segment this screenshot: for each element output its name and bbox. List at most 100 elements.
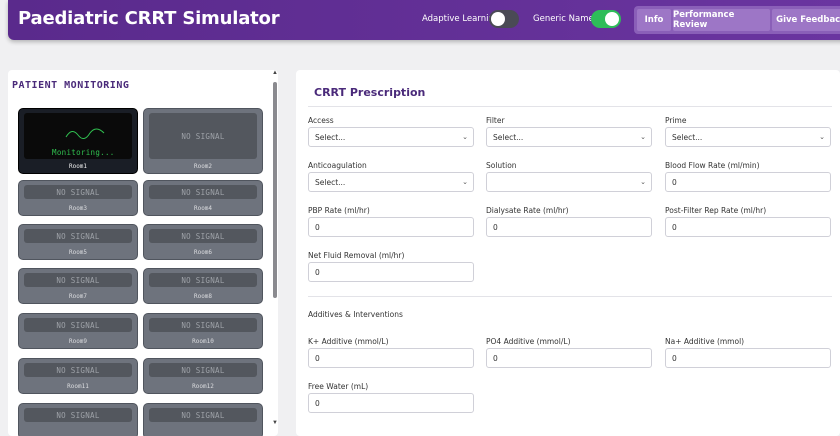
net-fluid-removal-label: Net Fluid Removal (ml/hr)	[308, 251, 405, 260]
po4-additive-input[interactable]: 0	[486, 348, 652, 368]
room-monitor-status: Monitoring...	[52, 148, 115, 157]
room-label: Room12	[192, 383, 214, 390]
room-card-8[interactable]: NO SIGNAL Room8	[143, 268, 263, 304]
na-additive-input[interactable]: 0	[665, 348, 831, 368]
room-monitor-screen: NO SIGNAL	[24, 408, 132, 422]
room-monitor-screen: NO SIGNAL	[149, 318, 257, 332]
chevron-down-icon: ⌄	[640, 133, 646, 141]
room-label: Room11	[67, 383, 89, 390]
patient-monitoring-panel: PATIENT MONITORING Monitoring... Room1 N…	[8, 70, 278, 436]
room-monitor-screen: NO SIGNAL	[149, 363, 257, 377]
room-card-7[interactable]: NO SIGNAL Room7	[18, 268, 138, 304]
generic-names-toggle[interactable]	[591, 10, 621, 28]
filter-value: Select...	[493, 132, 524, 142]
room-monitor-screen: NO SIGNAL	[24, 185, 132, 199]
room-label: Room1	[68, 163, 88, 170]
solution-label: Solution	[486, 161, 517, 170]
k-additive-input[interactable]: 0	[308, 348, 474, 368]
toggle-knob	[605, 12, 619, 26]
give-feedback-button[interactable]: Give Feedback	[772, 9, 840, 31]
app-header: Paediatric CRRT Simulator Adaptive Learn…	[8, 0, 840, 40]
access-select[interactable]: Select... ⌄	[308, 127, 474, 147]
free-water-label: Free Water (mL)	[308, 382, 369, 391]
room-card-6[interactable]: NO SIGNAL Room6	[143, 224, 263, 260]
room-card-1[interactable]: Monitoring... Room1	[18, 108, 138, 174]
pbp-rate-label: PBP Rate (ml/hr)	[308, 206, 370, 215]
scroll-down-icon[interactable]: ▼	[272, 420, 278, 426]
room-monitor-screen: NO SIGNAL	[149, 229, 257, 243]
anticoagulation-select[interactable]: Select... ⌄	[308, 172, 474, 192]
crrt-prescription-title: CRRT Prescription	[314, 86, 426, 99]
room-card-11[interactable]: NO SIGNAL Room11	[18, 358, 138, 394]
chevron-down-icon: ⌄	[462, 133, 468, 141]
crrt-prescription-panel: CRRT Prescription Access Select... ⌄ Filt…	[296, 70, 840, 436]
section-divider	[308, 296, 832, 297]
chevron-down-icon: ⌄	[462, 178, 468, 186]
room-card-14[interactable]: NO SIGNAL	[143, 403, 263, 436]
room-label: Room9	[68, 338, 88, 345]
scroll-thumb[interactable]	[273, 82, 277, 298]
app-title: Paediatric CRRT Simulator	[18, 8, 280, 29]
chevron-down-icon: ⌄	[819, 133, 825, 141]
net-fluid-removal-input[interactable]: 0	[308, 262, 474, 282]
po4-additive-label: PO4 Additive (mmol/L)	[486, 337, 571, 346]
prime-value: Select...	[672, 132, 703, 142]
room-monitor-screen: NO SIGNAL	[24, 363, 132, 377]
room-label: Room5	[68, 249, 88, 256]
room-card-9[interactable]: NO SIGNAL Room9	[18, 313, 138, 349]
filter-select[interactable]: Select... ⌄	[486, 127, 652, 147]
toggle-knob	[491, 12, 505, 26]
room-label: Room4	[193, 205, 213, 212]
room-monitor-screen: NO SIGNAL	[24, 273, 132, 287]
room-monitor-screen: Monitoring...	[24, 113, 132, 159]
access-label: Access	[308, 116, 334, 125]
room-monitor-screen: NO SIGNAL	[149, 185, 257, 199]
room-card-5[interactable]: NO SIGNAL Room5	[18, 224, 138, 260]
patient-monitoring-title: PATIENT MONITORING	[12, 80, 130, 91]
room-card-2[interactable]: NO SIGNAL Room2	[143, 108, 263, 174]
performance-review-button[interactable]: Performance Review	[673, 9, 770, 31]
pbp-rate-input[interactable]: 0	[308, 217, 474, 237]
anticoagulation-value: Select...	[315, 177, 346, 187]
room-card-12[interactable]: NO SIGNAL Room12	[143, 358, 263, 394]
additives-title: Additives & Interventions	[308, 310, 403, 319]
room-monitor-screen: NO SIGNAL	[24, 229, 132, 243]
dialysate-rate-input[interactable]: 0	[486, 217, 652, 237]
generic-names-label: Generic Names	[533, 14, 599, 24]
scroll-up-icon[interactable]: ▲	[272, 70, 278, 76]
adaptive-learning-toggle[interactable]	[489, 10, 519, 28]
room-card-3[interactable]: NO SIGNAL Room3	[18, 180, 138, 216]
blood-flow-rate-label: Blood Flow Rate (ml/min)	[665, 161, 760, 170]
room-label: Room2	[193, 163, 213, 170]
post-filter-rep-rate-input[interactable]: 0	[665, 217, 831, 237]
anticoagulation-label: Anticoagulation	[308, 161, 367, 170]
k-additive-label: K+ Additive (mmol/L)	[308, 337, 389, 346]
room-label: Room10	[192, 338, 214, 345]
room-label: Room7	[68, 293, 88, 300]
room-card-10[interactable]: NO SIGNAL Room10	[143, 313, 263, 349]
room-label: Room3	[68, 205, 88, 212]
filter-label: Filter	[486, 116, 505, 125]
access-value: Select...	[315, 132, 346, 142]
nav-group: Info Performance Review Give Feedback	[634, 6, 840, 34]
waveform-icon	[65, 128, 105, 139]
na-additive-label: Na+ Additive (mmol)	[665, 337, 745, 346]
free-water-input[interactable]: 0	[308, 393, 474, 413]
room-card-4[interactable]: NO SIGNAL Room4	[143, 180, 263, 216]
solution-select[interactable]: ⌄	[486, 172, 652, 192]
adaptive-learning-label: Adaptive Learning	[422, 14, 500, 24]
section-divider	[308, 106, 832, 107]
post-filter-rep-rate-label: Post-Filter Rep Rate (ml/hr)	[665, 206, 767, 215]
room-monitor-screen: NO SIGNAL	[149, 113, 257, 159]
monitoring-scrollbar[interactable]: ▲ ▼	[270, 70, 280, 436]
room-monitor-screen: NO SIGNAL	[149, 408, 257, 422]
info-button[interactable]: Info	[637, 9, 671, 31]
room-label: Room6	[193, 249, 213, 256]
room-monitor-screen: NO SIGNAL	[24, 318, 132, 332]
room-monitor-screen: NO SIGNAL	[149, 273, 257, 287]
prime-label: Prime	[665, 116, 687, 125]
room-card-13[interactable]: NO SIGNAL	[18, 403, 138, 436]
blood-flow-rate-input[interactable]: 0	[665, 172, 831, 192]
prime-select[interactable]: Select... ⌄	[665, 127, 831, 147]
room-label: Room8	[193, 293, 213, 300]
